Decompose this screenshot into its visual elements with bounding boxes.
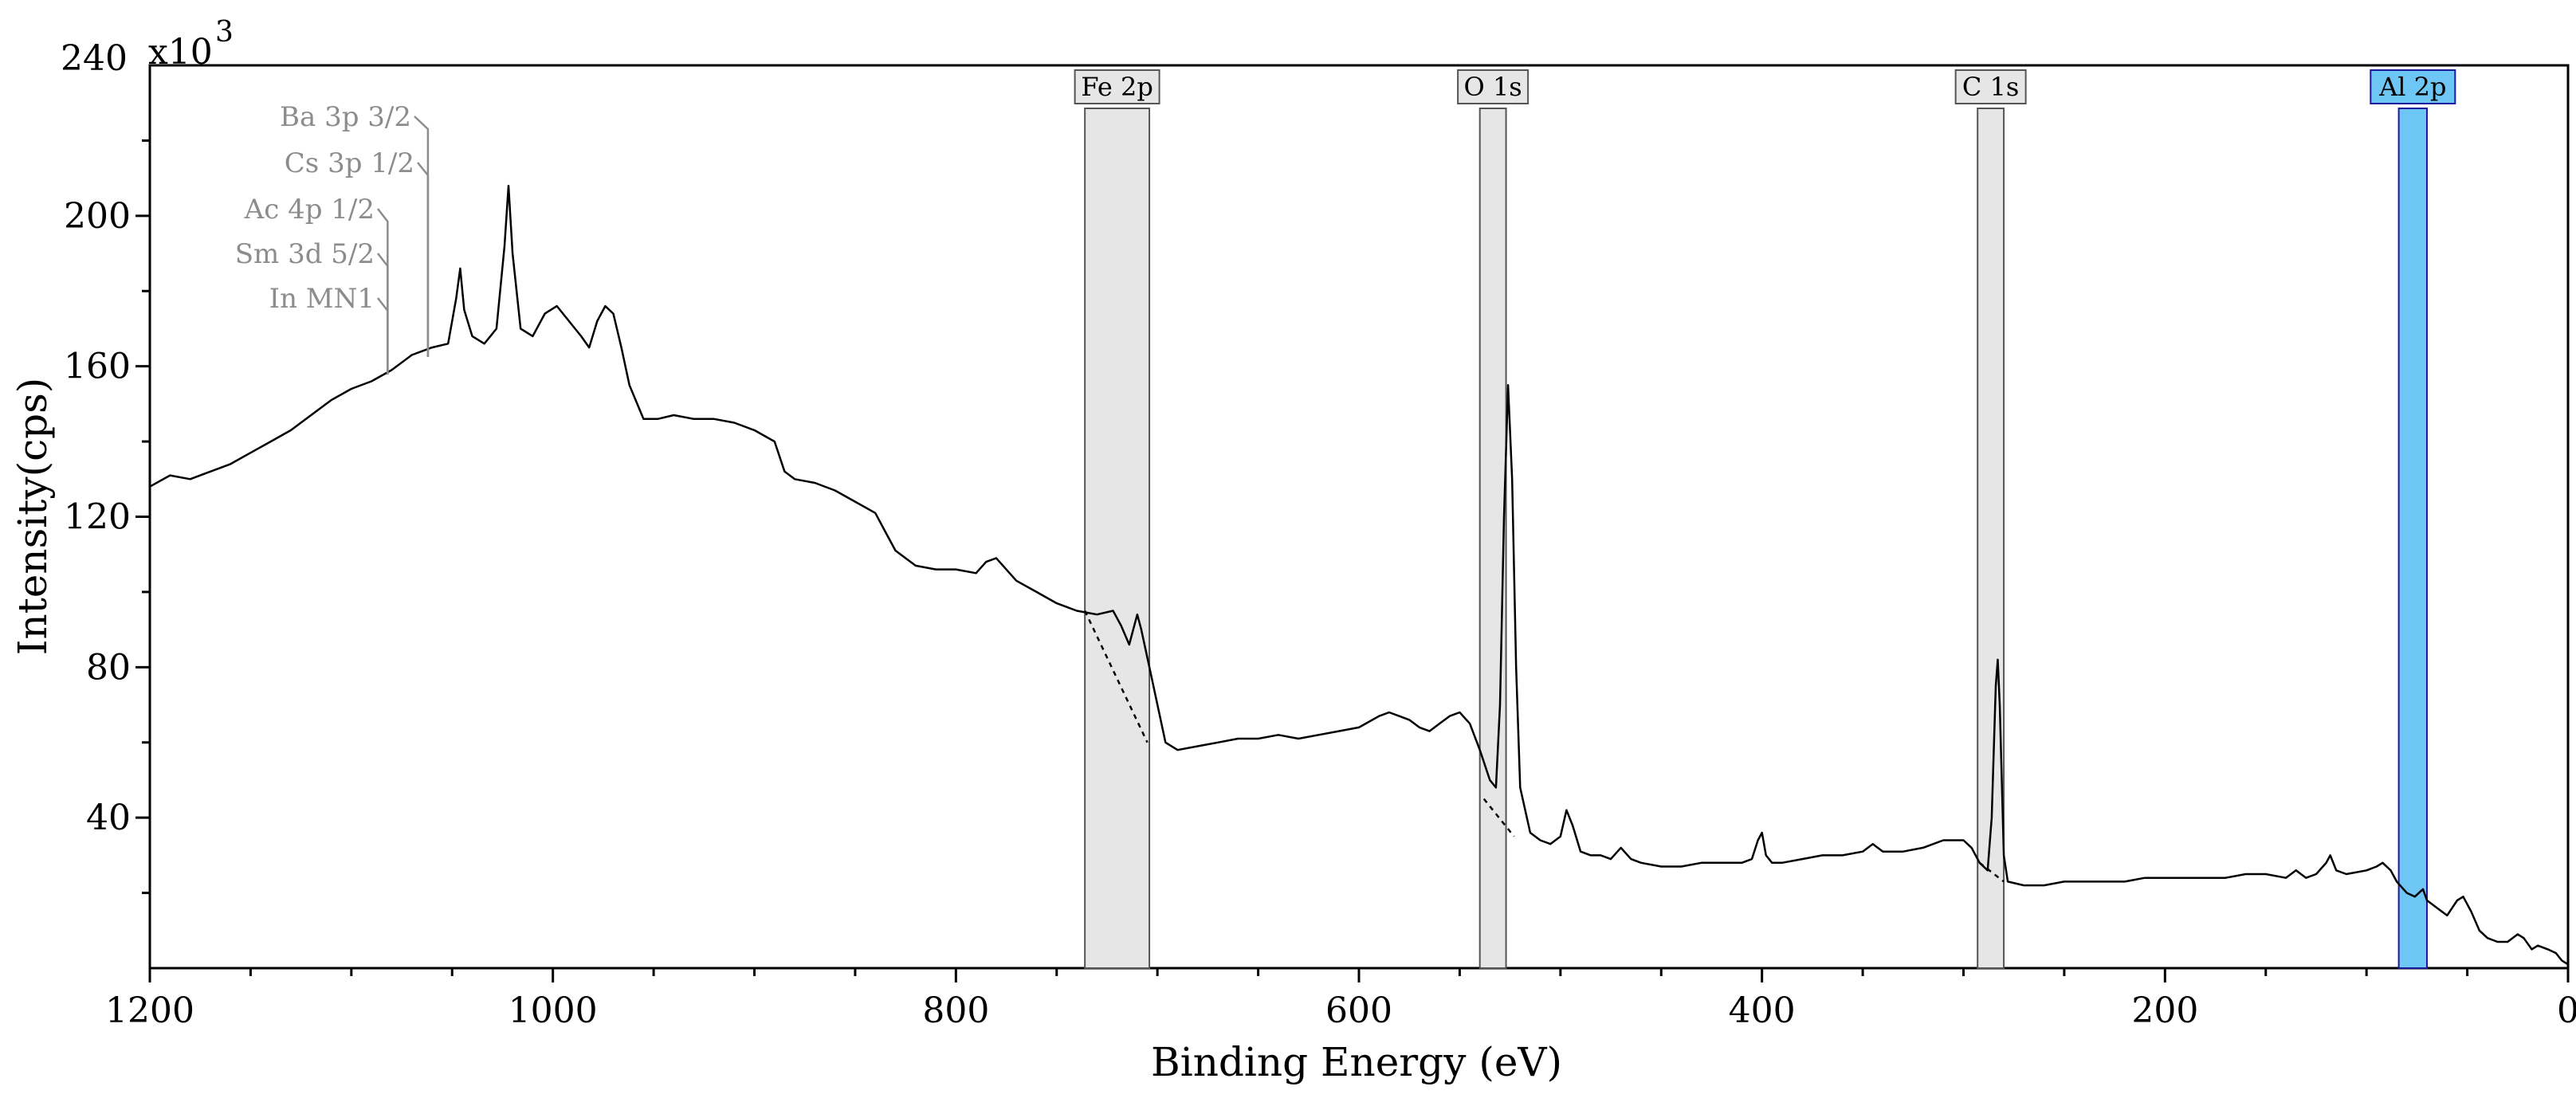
annotation-layer: Ba 3p 3/2 Cs 3p 1/2 Ac 4p 1/2 Sm 3d 5/2 In M… xyxy=(235,101,430,375)
annotation-leader xyxy=(377,297,389,375)
x-axis-title: Binding Energy (eV) xyxy=(1151,1039,1562,1085)
x-tick-label: 600 xyxy=(1325,990,1392,1031)
y-tick-label: 200 xyxy=(64,196,131,237)
y-tick-label: 160 xyxy=(64,347,131,387)
spectrum-line xyxy=(149,184,2569,966)
x-tick-label: 200 xyxy=(2131,990,2198,1031)
y-multiplier-exponent: 3 xyxy=(215,16,234,49)
y-multiplier-base: x10 xyxy=(148,32,213,73)
region-label: C 1s xyxy=(1962,72,2019,102)
peak-annotation: Cs 3p 1/2 xyxy=(285,147,414,179)
y-axis: 40 80 120 160 200 240 xyxy=(61,38,150,895)
y-tick-label: 80 xyxy=(86,647,131,688)
y-tick-label: 40 xyxy=(86,798,131,838)
region-band xyxy=(1478,108,1507,969)
region-label-box xyxy=(1457,69,1530,104)
peak-annotation: Ba 3p 3/2 xyxy=(280,101,411,133)
y-axis-title: Intensity(cps) xyxy=(10,378,56,656)
region-label: Fe 2p xyxy=(1081,72,1153,102)
peak-annotation: Sm 3d 5/2 xyxy=(235,238,375,270)
peak-annotation: In MN1 xyxy=(269,283,375,315)
x-tick-label: 0 xyxy=(2557,990,2576,1031)
region-label: O 1s xyxy=(1464,72,1522,102)
region-label: Al 2p xyxy=(2378,72,2446,102)
background-line xyxy=(1482,798,1515,837)
x-tick-label: 1200 xyxy=(105,990,194,1031)
y-tick-label: 120 xyxy=(64,497,131,538)
peak-annotation: Ac 4p 1/2 xyxy=(244,194,375,225)
x-axis: 1200 1000 800 600 400 200 0 xyxy=(105,968,2576,1031)
x-tick-label: 800 xyxy=(922,990,989,1031)
region-band xyxy=(2397,108,2429,969)
region-label-box xyxy=(2370,69,2456,104)
region-band xyxy=(1084,108,1151,969)
annotation-leader xyxy=(417,162,430,357)
region-label-box xyxy=(1074,69,1160,104)
x-tick-label: 1000 xyxy=(509,990,598,1031)
y-tick-label: 240 xyxy=(61,38,128,79)
region-layer: Fe 2p O 1s C 1s Al 2p xyxy=(1074,69,2456,969)
x-tick-label: 400 xyxy=(1729,990,1796,1031)
background-lines xyxy=(1084,610,2005,883)
plot-area xyxy=(148,64,2570,970)
series-layer xyxy=(149,184,2569,966)
region-label-box xyxy=(1954,69,2027,104)
